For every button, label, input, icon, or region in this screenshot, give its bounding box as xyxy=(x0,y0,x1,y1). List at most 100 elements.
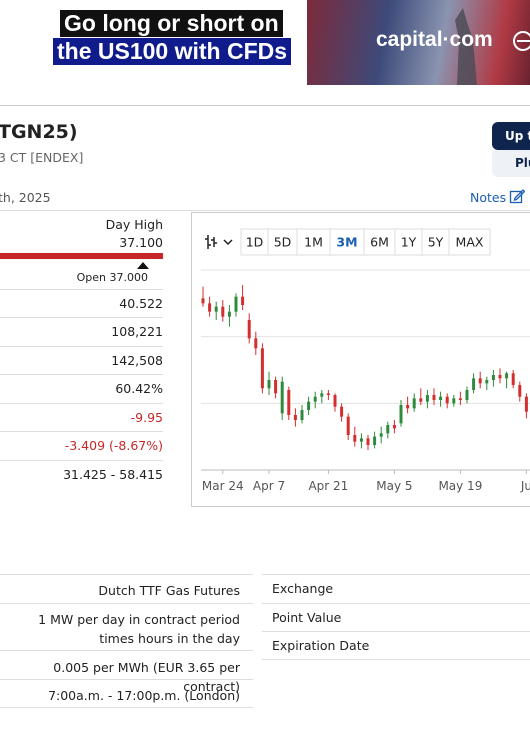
candle-body xyxy=(227,311,231,317)
range-label[interactable]: 1M xyxy=(304,235,323,250)
range-label[interactable]: 6M xyxy=(370,235,389,250)
candle-body xyxy=(241,296,245,305)
range-label[interactable]: 1D xyxy=(246,235,264,250)
quote-value: 142,508 xyxy=(111,353,163,368)
rline xyxy=(0,289,163,290)
candle-body xyxy=(379,433,383,437)
range-label[interactable]: 5D xyxy=(274,235,292,250)
day-high-label: Day High xyxy=(105,217,163,232)
day-high: 37.100 xyxy=(119,235,163,250)
notes-icon-pen xyxy=(513,189,525,201)
quote-value: -3.409 (-8.67%) xyxy=(64,438,163,453)
candle-body xyxy=(419,398,423,402)
date: th, 2025 xyxy=(0,190,51,205)
divider xyxy=(0,105,530,106)
candle-body xyxy=(254,338,258,349)
candle-body xyxy=(505,373,509,379)
candle-body xyxy=(359,438,363,442)
primary-button[interactable]: Up t xyxy=(492,122,530,150)
candle-body xyxy=(300,410,304,420)
statue xyxy=(455,8,477,85)
marker xyxy=(137,262,149,269)
chart-type-icon[interactable] xyxy=(205,235,217,249)
candle-body xyxy=(346,416,350,435)
candle-body xyxy=(472,378,476,390)
rline xyxy=(0,603,253,604)
candle-body xyxy=(307,401,311,410)
rline xyxy=(0,431,163,432)
rline xyxy=(0,574,253,575)
candle-body xyxy=(439,396,443,400)
title: TGN25) xyxy=(0,121,78,143)
candle-body xyxy=(340,406,344,417)
candle-body xyxy=(386,425,390,434)
rline xyxy=(0,403,163,404)
divider xyxy=(0,210,530,211)
ad-icon xyxy=(513,31,530,51)
spec-label: Point Value xyxy=(272,610,342,625)
range-label[interactable]: MAX xyxy=(456,235,484,250)
ad-line[interactable]: Go long or short on xyxy=(60,10,283,37)
range-bar xyxy=(0,253,163,259)
spec-value: 7:00a.m. - 17:00p.m. (London) xyxy=(48,688,240,703)
spec-value: 0.005 per MWh (EUR 3.65 per contract) xyxy=(53,660,240,694)
candle-body xyxy=(214,306,218,312)
x-tick-label: May 19 xyxy=(438,479,482,493)
candle-body xyxy=(260,348,264,389)
range-button[interactable] xyxy=(363,228,396,256)
spec-label: Exchange xyxy=(272,581,334,596)
x-tick-label: Mar 24 xyxy=(202,479,244,493)
rline xyxy=(0,460,163,461)
rline xyxy=(0,679,253,680)
candle-body xyxy=(524,396,528,412)
candle-body xyxy=(498,375,502,379)
candle-body xyxy=(313,396,317,402)
secondary-button[interactable]: Plu xyxy=(492,150,530,177)
candle-body xyxy=(491,375,495,380)
notes-icon[interactable] xyxy=(509,188,525,204)
rline xyxy=(0,346,163,347)
rline xyxy=(262,631,530,632)
candle-body xyxy=(392,425,396,429)
candle-body xyxy=(511,373,515,385)
range-button[interactable] xyxy=(296,228,331,256)
notes-link[interactable]: Notes xyxy=(470,190,507,205)
range-button[interactable] xyxy=(394,228,423,256)
range-label[interactable]: 3M xyxy=(336,235,357,250)
chart-frame xyxy=(191,212,530,507)
candle-body xyxy=(247,320,251,339)
range-label[interactable]: 5Y xyxy=(428,235,444,250)
ad-image[interactable]: capital·com xyxy=(307,0,530,85)
candle-body xyxy=(465,390,469,400)
candle-body xyxy=(478,378,482,384)
range-button[interactable] xyxy=(448,228,491,256)
range-button[interactable] xyxy=(240,228,269,256)
candle-body xyxy=(287,390,291,415)
ad-line[interactable]: the US100 with CFDs xyxy=(53,38,292,65)
ad-brand: capital·com xyxy=(376,28,493,51)
range-button[interactable] xyxy=(329,228,365,256)
candle-body xyxy=(221,306,225,317)
candle-body xyxy=(274,380,278,394)
candle-body xyxy=(267,380,271,389)
x-tick-label: Apr 21 xyxy=(308,479,348,493)
range-button[interactable] xyxy=(421,228,450,256)
dropdown-caret[interactable] xyxy=(223,239,233,246)
x-tick-label: Apr 7 xyxy=(253,479,285,493)
open-marker xyxy=(137,262,149,269)
candle-body xyxy=(458,398,462,400)
rline xyxy=(0,707,253,708)
candle-body xyxy=(320,393,324,397)
rline xyxy=(262,574,530,575)
candle-body xyxy=(326,393,330,395)
quote-value: 31.425 - 58.415 xyxy=(63,467,163,482)
candle-body xyxy=(406,405,410,409)
candle-body xyxy=(425,395,429,402)
range-label[interactable]: 1Y xyxy=(401,235,417,250)
candle-body xyxy=(293,415,297,420)
rline xyxy=(262,659,530,660)
notes-icon-box xyxy=(509,190,523,204)
candle-body xyxy=(399,405,403,424)
rline xyxy=(0,317,163,318)
